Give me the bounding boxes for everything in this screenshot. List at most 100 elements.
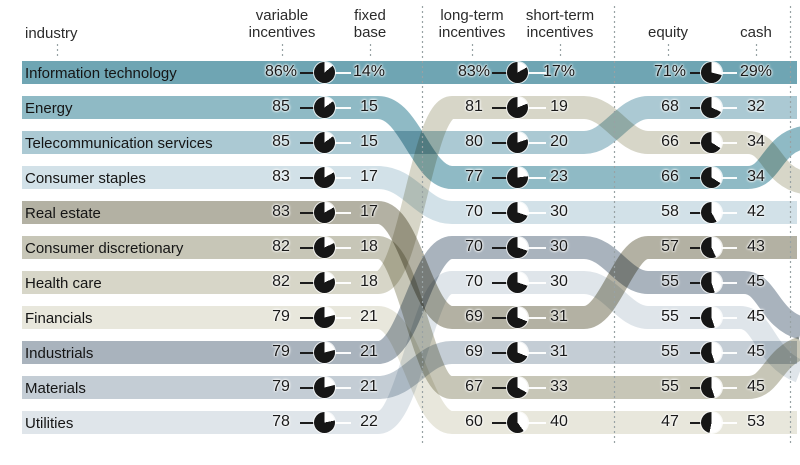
value-primary: 68	[661, 98, 679, 115]
column-header-cash: cash	[740, 24, 772, 42]
value-primary: 78	[272, 413, 290, 430]
column-header-equity: equity	[647, 24, 689, 42]
pie-icon	[506, 412, 528, 433]
connector-line	[492, 176, 507, 179]
connector-line-light	[722, 281, 737, 284]
pie-icon	[506, 62, 528, 83]
connector-line	[492, 281, 507, 284]
connector-line-light	[528, 71, 546, 74]
connector-line	[690, 211, 701, 214]
pie-icon	[313, 342, 335, 363]
value-primary: 69	[465, 343, 483, 360]
value-primary: 66	[661, 133, 679, 150]
pie-icon	[506, 272, 528, 293]
column-header-industry: industry	[25, 25, 78, 42]
connector-line-light	[722, 71, 737, 74]
pie-icon	[700, 167, 722, 188]
value-primary: 79	[272, 343, 290, 360]
value-secondary: 31	[550, 343, 568, 360]
value-primary: 85	[272, 98, 290, 115]
value-secondary: 22	[360, 413, 378, 430]
connector-line	[300, 71, 314, 74]
pie-icon	[313, 272, 335, 293]
value-primary: 71%	[653, 63, 687, 80]
value-secondary: 21	[360, 378, 378, 395]
connector-line-light	[335, 106, 351, 109]
value-secondary: 15	[360, 133, 378, 150]
connector-line	[492, 351, 507, 354]
pie-icon	[313, 202, 335, 223]
value-primary: 70	[465, 238, 483, 255]
industry-label: Materials	[25, 379, 86, 397]
value-secondary: 18	[360, 273, 378, 290]
connector-line-light	[335, 281, 351, 284]
connector-line	[492, 421, 507, 424]
value-primary: 55	[661, 378, 679, 395]
pie-icon	[506, 237, 528, 258]
connector-line	[300, 211, 314, 214]
pie-icon	[313, 377, 335, 398]
pie-icon	[700, 342, 722, 363]
value-secondary: 15	[360, 98, 378, 115]
pie-icon	[700, 97, 722, 118]
value-secondary: 53	[747, 413, 765, 430]
value-primary: 55	[661, 308, 679, 325]
flow-ribbon	[22, 166, 797, 224]
connector-line	[492, 106, 507, 109]
pie-icon	[313, 167, 335, 188]
connector-line-light	[722, 106, 737, 109]
column-header-long-term-incentives: long-term incentives	[438, 7, 506, 42]
flow-ribbon	[22, 96, 797, 154]
pie-icon	[313, 307, 335, 328]
flow-ribbon	[22, 236, 800, 364]
value-secondary: 14%	[352, 63, 386, 80]
pie-icon	[700, 132, 722, 153]
connector-line	[300, 281, 314, 284]
pie-icon	[506, 377, 528, 398]
industry-label: Utilities	[25, 414, 74, 432]
value-secondary: 33	[550, 378, 568, 395]
connector-line	[492, 316, 507, 319]
value-primary: 80	[465, 133, 483, 150]
value-primary: 83	[272, 203, 290, 220]
value-primary: 55	[661, 273, 679, 290]
value-secondary: 45	[747, 378, 765, 395]
value-primary: 70	[465, 203, 483, 220]
connector-line-light	[335, 246, 351, 249]
connector-line-light	[335, 141, 351, 144]
connector-line-light	[528, 141, 546, 144]
value-primary: 82	[272, 238, 290, 255]
connector-line-light	[722, 141, 737, 144]
pie-icon	[313, 412, 335, 433]
pie-icon	[313, 97, 335, 118]
value-secondary: 30	[550, 273, 568, 290]
value-secondary: 45	[747, 273, 765, 290]
connector-line-light	[335, 351, 351, 354]
connector-line-light	[335, 386, 351, 389]
connector-line-light	[722, 176, 737, 179]
connector-line	[492, 71, 507, 74]
connector-line	[300, 141, 314, 144]
industry-label: Information technology	[25, 64, 177, 82]
connector-line	[492, 386, 507, 389]
pie-icon	[700, 412, 722, 433]
industry-label: Financials	[25, 309, 93, 327]
value-primary: 83	[272, 168, 290, 185]
connector-line	[690, 386, 701, 389]
value-secondary: 45	[747, 343, 765, 360]
value-secondary: 21	[360, 343, 378, 360]
value-primary: 79	[272, 378, 290, 395]
value-primary: 69	[465, 308, 483, 325]
connector-line	[690, 316, 701, 319]
value-primary: 77	[465, 168, 483, 185]
connector-line	[690, 351, 701, 354]
connector-line-light	[335, 421, 351, 424]
pie-icon	[700, 202, 722, 223]
connector-line-light	[528, 176, 546, 179]
connector-line-light	[722, 351, 737, 354]
connector-line-light	[335, 211, 351, 214]
value-primary: 79	[272, 308, 290, 325]
value-secondary: 23	[550, 168, 568, 185]
connector-line-light	[528, 246, 546, 249]
